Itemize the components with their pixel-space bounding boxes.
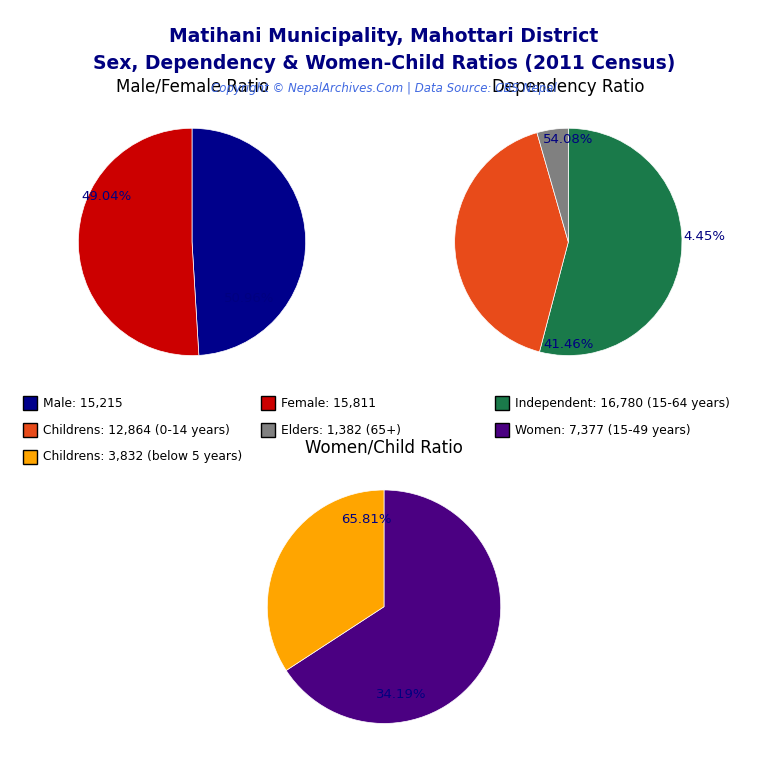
Wedge shape [537,128,568,242]
Text: 65.81%: 65.81% [341,513,392,525]
Title: Women/Child Ratio: Women/Child Ratio [305,439,463,456]
Text: Sex, Dependency & Women-Child Ratios (2011 Census): Sex, Dependency & Women-Child Ratios (20… [93,54,675,73]
Title: Male/Female Ratio: Male/Female Ratio [115,78,269,95]
Wedge shape [267,490,384,670]
Text: Matihani Municipality, Mahottari District: Matihani Municipality, Mahottari Distric… [170,27,598,46]
Wedge shape [539,128,682,356]
Text: Male: 15,215: Male: 15,215 [43,397,123,409]
Text: Elders: 1,382 (65+): Elders: 1,382 (65+) [281,424,401,436]
Wedge shape [286,490,501,723]
Wedge shape [78,128,199,356]
Text: 4.45%: 4.45% [684,230,726,243]
Text: 49.04%: 49.04% [81,190,132,203]
Text: 41.46%: 41.46% [543,338,594,351]
Text: Childrens: 3,832 (below 5 years): Childrens: 3,832 (below 5 years) [43,451,242,463]
Text: Copyright © NepalArchives.Com | Data Source: CBS Nepal: Copyright © NepalArchives.Com | Data Sou… [211,82,557,95]
Text: Women: 7,377 (15-49 years): Women: 7,377 (15-49 years) [515,424,691,436]
Text: Independent: 16,780 (15-64 years): Independent: 16,780 (15-64 years) [515,397,730,409]
Wedge shape [455,133,568,352]
Text: Childrens: 12,864 (0-14 years): Childrens: 12,864 (0-14 years) [43,424,230,436]
Text: 54.08%: 54.08% [543,133,594,146]
Text: 50.96%: 50.96% [223,293,274,305]
Text: 34.19%: 34.19% [376,688,427,700]
Title: Dependency Ratio: Dependency Ratio [492,78,644,95]
Text: Female: 15,811: Female: 15,811 [281,397,376,409]
Wedge shape [192,128,306,356]
